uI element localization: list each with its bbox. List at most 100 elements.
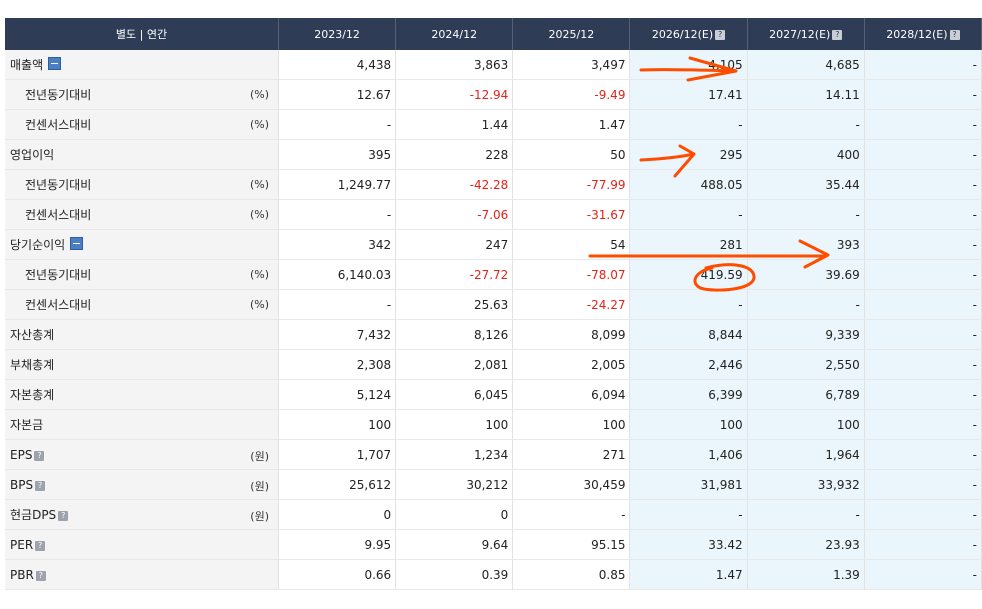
help-icon[interactable]: ? xyxy=(949,29,960,40)
row-label-cell: 자산총계 xyxy=(5,319,279,350)
value-cell: 8,126 xyxy=(395,319,514,350)
value-cell: 295 xyxy=(629,139,748,170)
row-label: 영업이익 xyxy=(10,148,55,162)
value-cell: -78.07 xyxy=(512,259,631,290)
value-cell: 488.05 xyxy=(629,169,748,200)
value-cell: 271 xyxy=(512,439,631,470)
row-label: 전년동기대비 xyxy=(25,88,92,102)
table-row: PBR? 0.66 0.39 0.85 1.47 1.39- xyxy=(5,559,982,590)
value-cell: 4,438 xyxy=(278,50,397,80)
unit-label: (%) xyxy=(249,268,269,281)
value-cell: 1,234 xyxy=(395,439,514,470)
row-label: 자본금 xyxy=(10,418,44,432)
value-cell: 5,124 xyxy=(278,379,397,410)
value-cell: 6,789 xyxy=(747,379,865,410)
table-row: 전년동기대비 (%) 1,249.77 -42.28 -77.99 488.05 35.44… xyxy=(5,169,982,200)
value-cell: 1,249.77 xyxy=(278,169,397,200)
value-cell: -27.72 xyxy=(395,259,514,290)
collapse-minus-icon[interactable] xyxy=(70,237,84,250)
value-cell: 395 xyxy=(278,139,397,170)
value-cell: - xyxy=(864,109,982,140)
row-label: 자산총계 xyxy=(10,328,55,342)
row-label-cell: PBR? xyxy=(5,559,279,590)
value-cell: 25.63 xyxy=(395,289,514,320)
unit-label: (%) xyxy=(249,88,269,101)
row-label: 컨센서스대비 xyxy=(25,298,92,312)
help-icon[interactable]: ? xyxy=(34,450,45,461)
value-cell: 25,612 xyxy=(278,469,397,500)
value-cell: 33,932 xyxy=(747,469,865,500)
value-cell: 0 xyxy=(395,499,514,530)
value-cell: 400 xyxy=(747,139,865,170)
value-cell: 9.64 xyxy=(395,529,514,560)
value-cell: 228 xyxy=(395,139,514,170)
value-cell: 30,212 xyxy=(395,469,514,500)
value-cell: - xyxy=(864,409,982,440)
row-label-cell: PER? xyxy=(5,529,279,560)
row-label-cell[interactable]: 당기순이익 xyxy=(5,229,279,260)
value-cell: 39.69 xyxy=(747,259,865,290)
value-cell: 1,964 xyxy=(747,439,865,470)
table-row: 컨센서스대비 (%) - -7.06 -31.67- - - xyxy=(5,199,982,230)
value-cell: 0.39 xyxy=(395,559,514,590)
table-row: 부채총계 2,308 2,081 2,005 2,446 2,550- xyxy=(5,349,982,380)
period-type-header[interactable]: 별도 | 연간 xyxy=(5,18,279,50)
value-cell: - xyxy=(864,469,982,500)
row-label: 컨센서스대비 xyxy=(25,118,92,132)
value-cell: 8,099 xyxy=(512,319,631,350)
value-cell: 2,308 xyxy=(278,349,397,380)
help-icon[interactable]: ? xyxy=(35,540,46,551)
row-label-cell[interactable]: 매출액 xyxy=(5,50,279,80)
help-icon[interactable]: ? xyxy=(832,29,843,40)
collapse-minus-icon[interactable] xyxy=(48,57,62,70)
value-cell: - xyxy=(747,109,865,140)
period-header-2023: 2023/12 xyxy=(278,18,397,50)
value-cell: 14.11 xyxy=(747,79,865,110)
row-label-cell: 컨센서스대비 (%) xyxy=(5,289,279,320)
value-cell: 1,707 xyxy=(278,439,397,470)
value-cell: - xyxy=(864,229,982,260)
value-cell: 6,094 xyxy=(512,379,631,410)
table-row: 전년동기대비 (%) 6,140.03 -27.72 -78.07 419.59 39.69… xyxy=(5,259,982,290)
value-cell: -24.27 xyxy=(512,289,631,320)
row-label-cell: 전년동기대비 (%) xyxy=(5,169,279,200)
table-row: 현금DPS? (원) 0 0- - - - xyxy=(5,499,982,530)
value-cell: 1.47 xyxy=(629,559,748,590)
value-cell: 9.95 xyxy=(278,529,397,560)
row-label: PER xyxy=(10,537,34,552)
value-cell: -9.49 xyxy=(512,79,631,110)
row-label: 당기순이익 xyxy=(10,238,66,252)
help-icon[interactable]: ? xyxy=(35,480,46,491)
row-label: BPS xyxy=(10,477,34,492)
value-cell: - xyxy=(864,50,982,80)
value-cell: 33.42 xyxy=(629,529,748,560)
row-label: 컨센서스대비 xyxy=(25,208,92,222)
value-cell: 0.85 xyxy=(512,559,631,590)
value-cell: 35.44 xyxy=(747,169,865,200)
table-row: 컨센서스대비 (%) -1.44 1.47- - - xyxy=(5,109,982,140)
value-cell: - xyxy=(864,319,982,350)
unit-label: (%) xyxy=(249,208,269,221)
table-row: 영업이익 395 228 50 295 400- xyxy=(5,139,982,170)
row-label-cell: 전년동기대비 (%) xyxy=(5,79,279,110)
table-header-row: 별도 | 연간 2023/12 2024/12 2025/12 2026/12(… xyxy=(5,18,982,50)
unit-label: (원) xyxy=(250,480,269,493)
value-cell: 4,685 xyxy=(747,50,865,80)
value-cell: 2,081 xyxy=(395,349,514,380)
value-cell: 95.15 xyxy=(512,529,631,560)
value-cell: 2,005 xyxy=(512,349,631,380)
value-cell: 3,497 xyxy=(512,50,631,80)
value-cell: - xyxy=(864,259,982,290)
row-label: PBR xyxy=(10,567,34,582)
row-label-cell: 자본총계 xyxy=(5,379,279,410)
help-icon[interactable]: ? xyxy=(715,29,726,40)
help-icon[interactable]: ? xyxy=(58,511,69,521)
unit-label: (원) xyxy=(250,510,269,523)
value-cell: - xyxy=(629,499,748,530)
row-label-cell: BPS? (원) xyxy=(5,469,279,500)
value-cell: 17.41 xyxy=(629,79,748,110)
value-cell: -12.94 xyxy=(395,79,514,110)
help-icon[interactable]: ? xyxy=(35,570,46,581)
row-label-cell: 컨센서스대비 (%) xyxy=(5,199,279,230)
value-cell: 100 xyxy=(629,409,748,440)
